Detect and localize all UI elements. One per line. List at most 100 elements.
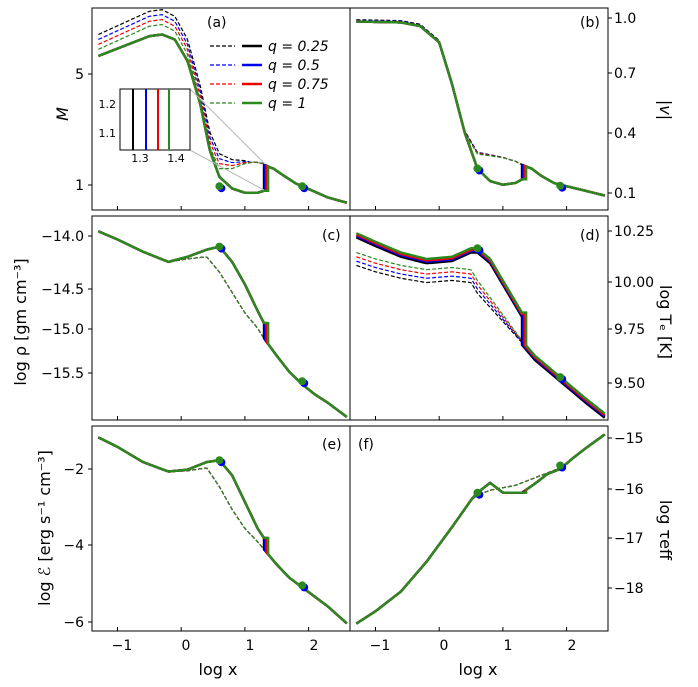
ylabel-d: log Tₑ [K] [656,285,675,359]
panel-b-label: (b) [580,15,600,31]
series-solid-q1-panel-a [97,33,348,204]
ytick-label: −14.5 [41,282,84,298]
yticks-b: 0.1 0.4 0.7 1.0 [608,11,636,202]
yticks-a: 1 5 [75,67,92,194]
ytick-label: −14.0 [41,229,84,245]
xtick-label: 2 [310,638,319,654]
yticks-d: 9.50 9.75 10.00 10.25 [608,224,654,392]
ylabel-f: log τeff [656,500,675,561]
panel-c-label: (c) [322,228,341,244]
panel-f-label: (f) [358,437,374,453]
series-solid-q1-panel-c [97,230,348,418]
ytick-label: −16 [614,482,644,498]
xlabel-right: log x [459,660,498,679]
ytick-label: 10.25 [614,224,654,240]
ytick-label: 0.1 [614,186,636,202]
series-dashed-q025-panel-a [98,9,347,204]
panel-a-label: (a) [207,15,227,31]
ylabel-c: log ρ [gm cm⁻³] [11,258,30,385]
xtick-label: 1 [504,638,513,654]
yticks-f: −15 −16 −17 −18 [608,431,644,597]
xtick-label: −1 [370,638,391,654]
xtick-marks [116,206,568,631]
critical-point-marker [298,377,307,386]
inset-xtick-label: 1.3 [131,152,149,165]
critical-point-marker [473,488,482,497]
critical-points-layer [215,164,567,592]
ytick-label: 1.0 [614,11,636,27]
inset-connector-bottom [189,149,265,191]
critical-point-marker [215,242,224,251]
panel-f-curves [355,433,606,625]
ytick-label: 5 [75,67,84,83]
series-dashed-q025-panel-d [356,264,606,415]
critical-point-marker [473,244,482,253]
inset-connector-top [189,88,265,164]
panel-a-curves [97,9,348,204]
legend-label-q075: q = 0.75 [268,77,329,93]
critical-point-marker [473,164,482,173]
panel-e-curves [97,436,348,625]
critical-point-marker [298,182,307,191]
xtick-label: 1 [246,638,255,654]
ytick-label: 10.00 [614,275,654,291]
panel-d-curves [355,232,606,419]
ytick-label: 0.4 [614,126,636,142]
panel-f-frame [349,425,609,632]
ylabel-a: M [53,107,72,121]
series-dashed-q1-panel-e [98,436,348,624]
series-solid-q025-panel-d [355,236,606,419]
xtick-label: 0 [440,638,449,654]
xlabel-left: log x [199,660,238,679]
critical-point-marker [556,461,565,470]
panel-c-curves [97,230,348,418]
series-dashed-q075-panel-d [356,256,606,415]
ytick-label: −17 [614,531,644,547]
xtick-label: 0 [182,638,191,654]
series-solid-q1-panel-e [97,436,348,625]
ytick-label: −15.0 [41,322,84,338]
ytick-label: −2 [63,462,84,478]
curves-layer [97,9,606,625]
ytick-label: −15.5 [41,366,84,382]
panel-d-label: (d) [580,228,600,244]
critical-point-marker [298,581,307,590]
critical-point-marker [556,181,565,190]
ylabel-e: log ℰ [erg s⁻¹ cm⁻³] [35,450,54,606]
critical-point-marker [215,456,224,465]
xtick-label: −1 [112,638,133,654]
legend-label-q025: q = 0.25 [268,39,329,55]
yticks-c: −14.0 −14.5 −15.0 −15.5 [41,229,92,382]
ytick-label: 0.7 [614,66,636,82]
critical-point-marker [556,373,565,382]
inset-xtick-label: 1.4 [167,152,185,165]
inset-ytick-label: 1.2 [99,98,117,111]
ytick-label: −4 [63,538,84,554]
series-solid-q1-panel-d [355,232,606,415]
xtick-label: 2 [568,638,577,654]
legend: q = 0.25 q = 0.5 q = 0.75 q = 1 [210,39,329,112]
ytick-label: −15 [614,431,644,447]
critical-point-marker [215,182,224,191]
xticks-left: −1 0 1 2 [112,638,319,654]
ytick-label: −6 [63,615,84,631]
ytick-label: 1 [75,178,84,194]
panel-b-frame [349,7,609,211]
series-solid-q1-panel-f [355,433,606,625]
legend-label-q05: q = 0.5 [268,58,320,74]
ylabel-b: |v| [656,100,675,120]
ytick-label: −18 [614,581,644,597]
yticks-e: −2 −4 −6 [63,462,92,631]
panel-d-frame [349,215,609,421]
inset-ytick-label: 1.1 [99,127,117,140]
inset-frame [119,88,191,151]
panel-e-label: (e) [322,437,342,453]
series-solid-q1-panel-b [356,20,606,197]
inset-zoom: 1.2 1.1 1.3 1.4 [99,88,265,191]
ytick-label: 9.75 [614,322,645,338]
legend-label-q1: q = 1 [268,96,306,112]
series-dashed-q1-panel-a [98,23,347,204]
xticks-right: −1 0 1 2 [370,638,577,654]
ytick-label: 9.50 [614,376,645,392]
